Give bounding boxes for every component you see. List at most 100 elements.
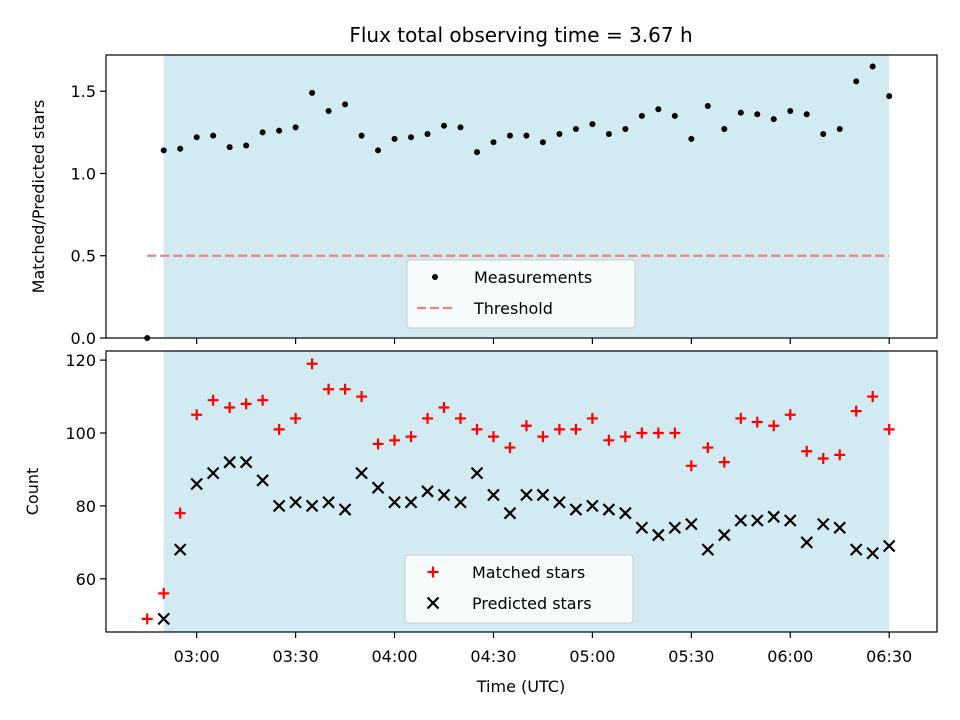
data-point (883, 423, 895, 435)
data-point (537, 431, 549, 443)
data-point (473, 149, 480, 156)
data-point (190, 477, 203, 491)
y-tick-label: 120 (65, 351, 96, 370)
data-point (572, 126, 579, 133)
x-tick-label: 03:30 (273, 647, 319, 666)
data-point (437, 488, 451, 502)
data-point (702, 442, 714, 454)
data-point (553, 495, 566, 509)
y-tick-label: 1.0 (71, 164, 96, 183)
data-point (536, 488, 550, 502)
data-point (305, 499, 319, 513)
top-panel: 0.0 0.5 1.0 1.5 Matched/Predicted stars Measu… (29, 54, 938, 348)
data-point (688, 135, 695, 142)
data-point (754, 111, 761, 118)
y-tick-label: 100 (65, 424, 96, 443)
data-point (144, 335, 151, 341)
data-point (338, 503, 352, 516)
data-point (520, 488, 533, 502)
data-point (569, 503, 583, 516)
x-axis-title: Time (UTC) (476, 677, 565, 696)
data-point (424, 130, 431, 137)
data-point (289, 495, 302, 509)
data-point (355, 466, 368, 480)
data-point (243, 142, 250, 149)
legend-label: Measurements (474, 268, 592, 287)
data-point (224, 401, 236, 413)
data-point (323, 383, 335, 395)
x-tick-label: 05:30 (668, 647, 714, 666)
data-point (404, 495, 418, 509)
data-point (701, 543, 715, 556)
data-point (704, 103, 711, 110)
bottom-panel: 60 80 100 120 03:00 03:30 04:00 04:30 05:00 05:30… (23, 350, 938, 666)
data-point (273, 423, 285, 435)
data-point (668, 521, 682, 535)
data-point (820, 130, 827, 137)
data-point (671, 112, 678, 119)
x-tick-label: 06:00 (767, 647, 813, 666)
legend-label: Matched stars (472, 563, 585, 582)
data-point (816, 517, 830, 531)
data-point (421, 485, 434, 498)
data-point (240, 398, 252, 410)
data-point (801, 445, 813, 457)
data-point (586, 412, 598, 424)
data-point (426, 596, 440, 610)
chart-title: Flux total observing time = 3.67 h (349, 23, 692, 47)
data-point (371, 481, 385, 494)
data-point (866, 546, 879, 560)
data-point (768, 420, 780, 432)
data-point (173, 543, 187, 556)
data-point (685, 517, 698, 531)
data-point (239, 455, 253, 469)
data-point (276, 127, 283, 134)
axes-frame (105, 350, 938, 633)
data-point (834, 449, 846, 461)
data-point (619, 431, 631, 443)
data-point (292, 124, 299, 131)
series-matched-stars (141, 358, 895, 625)
data-point (388, 495, 401, 509)
data-point (470, 466, 484, 480)
data-point (622, 126, 629, 133)
data-point (454, 412, 466, 424)
data-point (503, 506, 517, 520)
axes-frame (105, 54, 938, 339)
data-point (605, 130, 612, 137)
data-point (256, 474, 269, 487)
data-point (487, 488, 500, 502)
data-point (441, 122, 448, 129)
data-point (174, 507, 186, 519)
data-point (556, 130, 563, 137)
data-point (408, 134, 415, 141)
y-tick-label: 0.5 (71, 247, 96, 266)
legend-box (404, 554, 634, 624)
legend-label: Predicted stars (472, 594, 592, 613)
data-point (655, 106, 662, 113)
data-point (158, 587, 170, 599)
data-point (490, 139, 497, 146)
y-tick-label: 60 (76, 570, 96, 589)
series-predicted-stars (157, 455, 896, 626)
data-point (619, 506, 632, 520)
data-point (735, 412, 747, 424)
series-measurements (144, 63, 893, 341)
data-point (652, 528, 665, 542)
data-point (770, 116, 777, 123)
data-point (309, 89, 316, 96)
data-point (206, 466, 220, 480)
data-point (886, 93, 893, 100)
data-point (636, 427, 648, 439)
data-point (669, 427, 681, 439)
data-point (141, 613, 153, 625)
data-point (751, 514, 764, 527)
data-point (638, 112, 645, 119)
data-point (652, 427, 664, 439)
data-point (339, 383, 351, 395)
legend-box (406, 259, 636, 329)
data-point (427, 566, 439, 578)
data-point (487, 431, 499, 443)
x-tick-label: 05:00 (569, 647, 615, 666)
